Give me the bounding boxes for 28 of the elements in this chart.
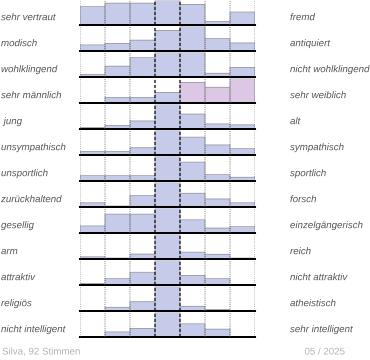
y-axis-title: jung [2,117,22,126]
y2-axis-title: sehr intelligent [290,325,354,334]
y-axis-title: zurückhaltend [0,195,62,202]
y2-axis-title: sehr weiblich [290,91,346,98]
y2-axis-title: sympathisch [290,143,344,152]
text: 05 / 2025 [304,347,345,355]
y2-axis-title: alt [290,117,301,124]
y-axis-title: nicht intelligent [1,325,66,334]
y-axis-title: sehr vertraut [1,13,56,20]
y-axis-title: attraktiv [1,273,36,280]
y-axis-title: religiös [1,299,32,308]
y2-axis-title: nicht attraktiv [290,273,348,280]
y2-axis-title: forsch [290,195,316,202]
y2-axis-title: reich [290,247,311,254]
y-axis-title: sehr männlich [1,91,62,98]
y-axis-title: unsympathisch [1,143,66,152]
y-axis-title: modisch [1,39,37,46]
y2-axis-title: nicht wohlklingend [290,65,370,74]
y-axis-title: arm [1,248,18,254]
y2-axis-title: fremd [290,13,316,20]
y2-axis-title: antiquiert [290,39,330,48]
y2-axis-title: sportlich [290,169,326,178]
y-axis-title: unsportlich [1,169,48,178]
y2-axis-title: einzelgängerisch [290,221,363,230]
y2-axis-title: atheistisch [290,299,336,306]
text: Silva, 92 Stimmen [2,347,80,356]
y-axis-title: wohlklingend [1,65,58,74]
y-axis-title: gesellig [1,221,34,230]
